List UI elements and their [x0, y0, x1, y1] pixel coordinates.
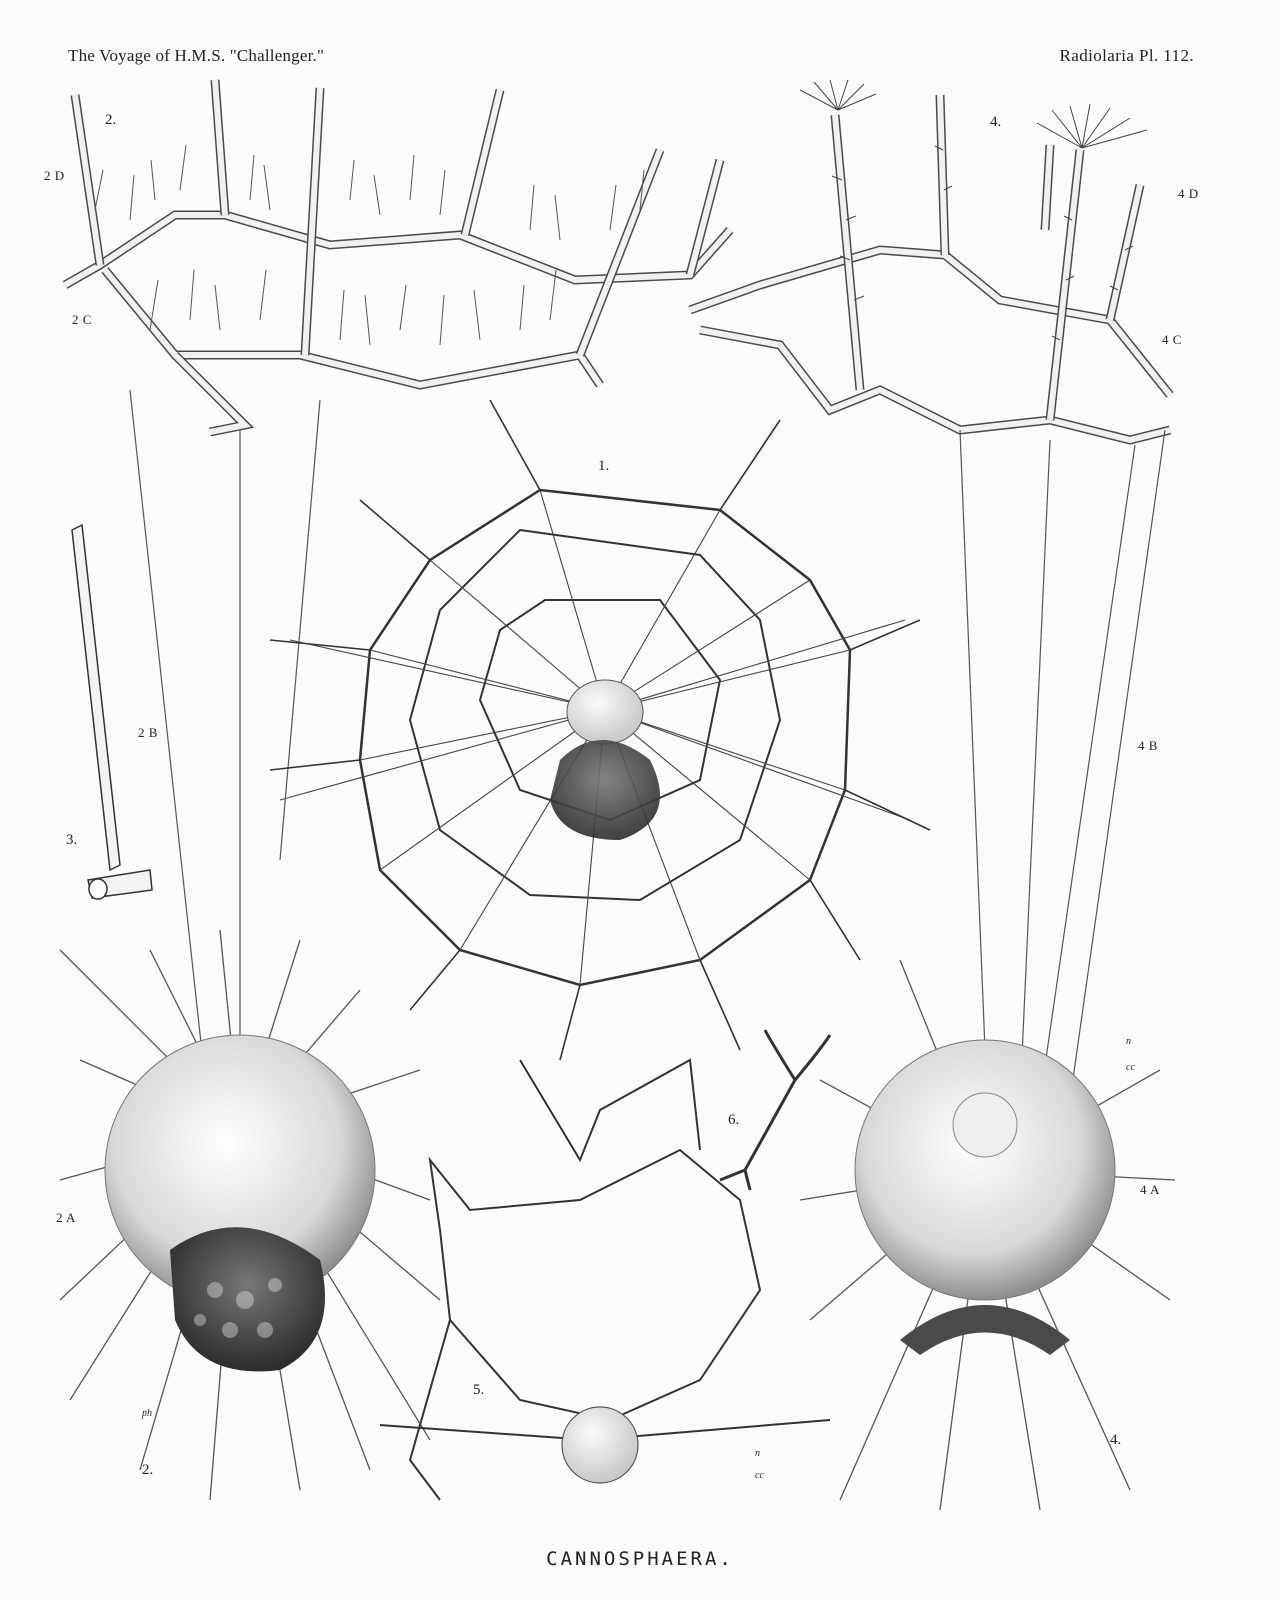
figure-2-lattice	[62, 79, 734, 437]
figure-1-dark-mass	[550, 740, 660, 840]
figure-number-3: 3.	[66, 832, 78, 848]
figure-4-lattice	[688, 79, 1174, 1101]
label-2C: 2 C	[72, 312, 92, 327]
figure-number-2-top: 2.	[105, 112, 117, 128]
label-2D: 2 D	[44, 168, 65, 183]
figure-2-threads	[129, 389, 321, 1081]
figure-3-tube	[71, 523, 153, 900]
figure-number-1: 1.	[598, 458, 610, 474]
figure-number-6: 6.	[728, 1112, 740, 1128]
header-right: Radiolaria Pl. 112.	[1059, 46, 1194, 65]
label-2A: 2 A	[56, 1210, 76, 1225]
figure-number-2-bottom: 2.	[142, 1462, 154, 1478]
plate-title: CANNOSPHAERA.	[546, 1548, 734, 1570]
figure-2-sphere	[59, 929, 441, 1501]
figure-1-shell	[269, 399, 931, 1061]
figure-number-4-top: 4.	[990, 114, 1002, 130]
figure-number-4-bottom: 4.	[1110, 1432, 1122, 1448]
header-left: The Voyage of H.M.S. "Challenger."	[68, 46, 325, 65]
label-cc-fig4: cc	[1126, 1062, 1135, 1073]
label-4A: 4 A	[1140, 1182, 1160, 1197]
figure-number-5: 5.	[473, 1382, 485, 1398]
label-cc-fig5: cc	[755, 1470, 764, 1481]
figure-5-sphere	[561, 1406, 639, 1484]
label-n-fig5: n	[755, 1448, 760, 1459]
label-n-fig4: n	[1126, 1036, 1131, 1047]
label-2B: 2 B	[138, 725, 158, 740]
label-4D: 4 D	[1178, 186, 1199, 201]
label-4C: 4 C	[1162, 332, 1182, 347]
label-4B: 4 B	[1138, 738, 1158, 753]
figure-6-spicule	[719, 1029, 832, 1191]
label-ph: ph	[142, 1408, 152, 1419]
figure-1-central-capsule	[566, 679, 644, 745]
figure-4-sphere	[799, 959, 1176, 1511]
